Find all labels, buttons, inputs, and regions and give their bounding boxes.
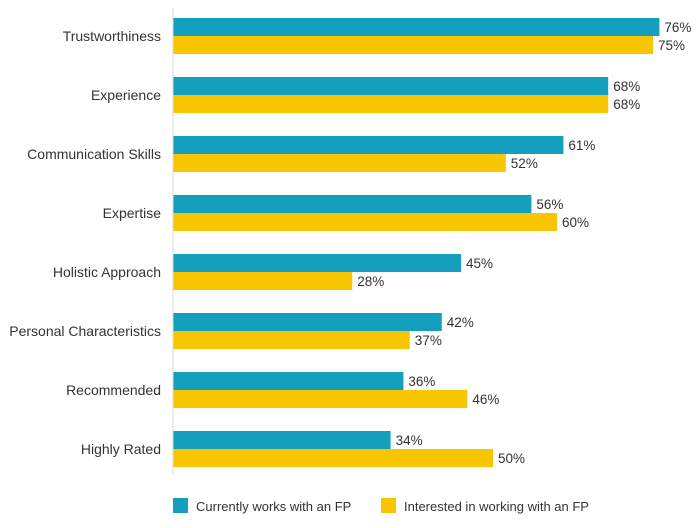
value-labels: 76% 75% 68% 68% 61% 52% 56% 60% 45% 28% 42% 37% 36% 4… — [357, 20, 691, 466]
bar-holistic-approach-series-0 — [173, 254, 461, 272]
legend-swatch-currently-works — [173, 498, 188, 513]
bar-personal-characteristics-series-1 — [173, 331, 410, 349]
bar-expertise-series-1 — [173, 213, 557, 231]
bar-holistic-approach-series-1 — [173, 272, 353, 290]
value-label-highly-rated-series-1: 50% — [498, 451, 525, 466]
value-label-recommended-series-0: 36% — [408, 374, 435, 389]
value-label-holistic-approach-series-1: 28% — [357, 274, 384, 289]
bar-trustworthiness-series-0 — [173, 18, 660, 36]
value-label-holistic-approach-series-0: 45% — [466, 256, 493, 271]
value-label-recommended-series-1: 46% — [472, 392, 499, 407]
value-label-expertise-series-1: 60% — [562, 215, 589, 230]
category-label-recommended: Recommended — [66, 382, 161, 398]
legend-label-interested: Interested in working with an FP — [404, 499, 589, 514]
value-label-experience-series-0: 68% — [613, 79, 640, 94]
legend: Currently works with an FP Interested in… — [173, 498, 589, 514]
bar-communication-skills-series-1 — [173, 154, 506, 172]
category-labels: Trustworthiness Experience Communication S… — [9, 28, 161, 457]
value-label-trustworthiness-series-1: 75% — [658, 38, 685, 53]
value-label-experience-series-1: 68% — [613, 97, 640, 112]
bar-expertise-series-0 — [173, 195, 532, 213]
category-label-expertise: Expertise — [103, 205, 162, 221]
bar-experience-series-1 — [173, 95, 609, 113]
value-label-highly-rated-series-0: 34% — [396, 433, 423, 448]
category-label-personal-characteristics: Personal Characteristics — [9, 323, 161, 339]
bar-recommended-series-1 — [173, 390, 468, 408]
value-label-communication-skills-series-1: 52% — [511, 156, 538, 171]
category-label-holistic-approach: Holistic Approach — [53, 264, 161, 280]
bars-group — [173, 18, 660, 467]
bar-highly-rated-series-0 — [173, 431, 391, 449]
bar-communication-skills-series-0 — [173, 136, 564, 154]
legend-swatch-interested — [381, 498, 396, 513]
bar-recommended-series-0 — [173, 372, 404, 390]
bar-personal-characteristics-series-0 — [173, 313, 442, 331]
value-label-personal-characteristics-series-1: 37% — [415, 333, 442, 348]
category-label-highly-rated: Highly Rated — [81, 441, 161, 457]
value-label-expertise-series-0: 56% — [536, 197, 563, 212]
value-label-trustworthiness-series-0: 76% — [664, 20, 691, 35]
category-label-trustworthiness: Trustworthiness — [63, 28, 161, 44]
category-label-communication-skills: Communication Skills — [27, 146, 161, 162]
category-label-experience: Experience — [91, 87, 161, 103]
value-label-communication-skills-series-0: 61% — [568, 138, 595, 153]
value-label-personal-characteristics-series-0: 42% — [447, 315, 474, 330]
bar-trustworthiness-series-1 — [173, 36, 653, 54]
bar-experience-series-0 — [173, 77, 609, 95]
legend-label-currently-works: Currently works with an FP — [196, 499, 351, 514]
bar-highly-rated-series-1 — [173, 449, 493, 467]
